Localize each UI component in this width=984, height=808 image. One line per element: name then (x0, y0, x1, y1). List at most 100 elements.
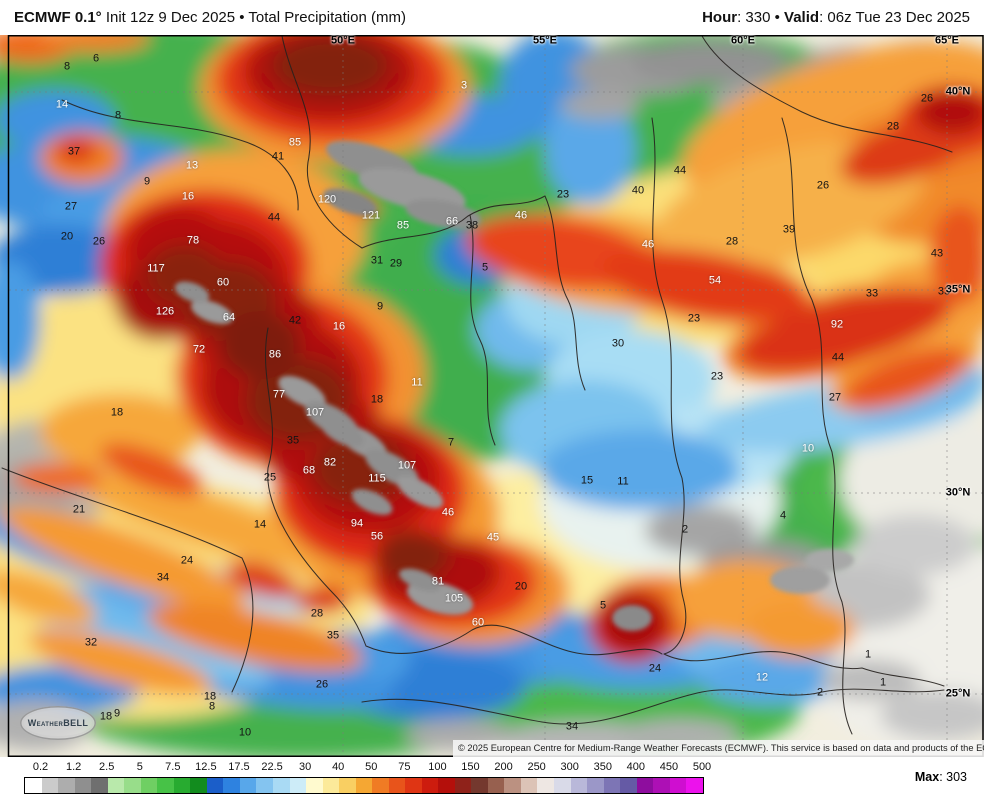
legend-tick: 100 (428, 761, 447, 773)
precip-value-label: 25 (263, 471, 277, 484)
max-label: Max (914, 770, 940, 784)
precip-value-label: 38 (465, 219, 479, 232)
legend-color-segment (289, 778, 307, 793)
precip-value-label: 60 (216, 276, 230, 289)
legend-color-segment (620, 778, 637, 793)
legend-color-segment (124, 778, 141, 793)
precip-value-label: 56 (370, 530, 384, 543)
legend-color-segment (239, 778, 257, 793)
precip-value-label: 85 (396, 219, 410, 232)
legend-color-segment (554, 778, 571, 793)
legend-color-segment (504, 778, 521, 793)
precip-value-label: 86 (268, 348, 282, 361)
precip-value-label: 72 (192, 343, 206, 356)
precip-value-label: 44 (673, 164, 687, 177)
legend-color-segment (438, 778, 455, 793)
legend-color-segment (603, 778, 621, 793)
map-label-layer: 8 6 14 8 37 9 13 16 27 20 26 85 41 120 121 85 66 38 46 23 3 4… (0, 35, 984, 757)
legend-color-segment (41, 778, 59, 793)
precip-value-label: 94 (350, 517, 364, 530)
precip-value-label: 41 (271, 150, 285, 163)
precip-value-label: 27 (64, 200, 78, 213)
valid-label: Valid (784, 9, 820, 26)
legend-tick: 200 (494, 761, 513, 773)
latitude-label: 30°N (945, 486, 971, 499)
boundary-line (361, 688, 945, 725)
precip-value-label: 23 (710, 370, 724, 383)
precip-value-label: 33 (937, 285, 951, 298)
legend-tick: 0.2 (32, 761, 49, 773)
precip-value-label: 30 (611, 337, 625, 350)
precip-value-label: 115 (368, 472, 386, 485)
legend-tick: 350 (593, 761, 612, 773)
precip-value-label: 33 (865, 287, 879, 300)
legend-color-segment (173, 778, 191, 793)
precip-value-label: 68 (302, 464, 316, 477)
legend-tick: 1.2 (65, 761, 82, 773)
title-bar: ECMWF 0.1° Init 12z 9 Dec 2025 • Total P… (0, 0, 984, 35)
precip-value-label: 4 (779, 509, 787, 522)
legend-color-segment (405, 778, 422, 793)
precip-value-label: 6 (92, 52, 100, 65)
precip-value-label: 14 (55, 98, 69, 111)
legend-color-segment (140, 778, 158, 793)
precip-value-label: 120 (317, 193, 337, 206)
precip-value-label: 2 (816, 686, 824, 699)
latitude-label: 25°N (945, 687, 971, 700)
legend-color-segment (91, 778, 108, 793)
precip-value-label: 37 (67, 145, 81, 158)
precip-value-label: 5 (481, 261, 489, 274)
precip-value-label: 82 (323, 456, 337, 469)
precip-value-label: 11 (617, 475, 629, 488)
precip-value-label: 10 (801, 442, 815, 455)
max-value-readout: Max: 303 (915, 770, 967, 784)
legend-tick: 22.5 (261, 761, 283, 773)
precip-value-label: 43 (930, 247, 944, 260)
legend-color-segment (206, 778, 224, 793)
legend-color-segment (587, 778, 604, 793)
precip-value-label: 107 (397, 459, 417, 472)
legend-tick: 450 (659, 761, 679, 773)
legend-tick: 150 (461, 761, 480, 773)
legend-color-segment (471, 778, 488, 793)
max-number: : 303 (939, 770, 967, 784)
precip-value-label: 46 (514, 209, 528, 222)
precip-value-label: 9 (143, 175, 151, 188)
precip-value-label: 1 (879, 676, 887, 689)
precip-value-label: 46 (641, 238, 655, 251)
legend-color-segment (25, 778, 42, 793)
precip-value-label: 60 (471, 616, 485, 629)
precip-value-label: 13 (185, 159, 199, 172)
precip-value-label: 34 (156, 571, 170, 584)
boundary-line (701, 35, 953, 153)
boundary-line (781, 117, 853, 735)
legend-color-segment (74, 778, 92, 793)
precipitation-map: 8 6 14 8 37 9 13 16 27 20 26 85 41 120 121 85 66 38 46 23 3 4… (0, 35, 984, 757)
valid-value: : 06z Tue 23 Dec 2025 (819, 9, 970, 26)
precip-value-label: 20 (514, 580, 528, 593)
precip-value-label: 92 (830, 318, 844, 331)
precip-value-label: 21 (72, 503, 86, 516)
legend-color-segment (322, 778, 340, 793)
boundary-line (61, 99, 299, 211)
legend-color-segment (306, 778, 323, 793)
precip-value-label: 39 (782, 223, 796, 236)
product-title: ECMWF 0.1° Init 12z 9 Dec 2025 • Total P… (14, 9, 406, 26)
latitude-label: 35°N (945, 283, 971, 296)
precip-value-label: 44 (267, 211, 281, 224)
precip-value-label: 7 (447, 436, 455, 449)
hour-value: : 330 • (737, 9, 785, 26)
legend-color-segment (107, 778, 125, 793)
precip-value-label: 8 (114, 109, 122, 122)
precip-value-label: 66 (445, 215, 459, 228)
precip-value-label: 64 (222, 311, 236, 324)
legend-color-segment (421, 778, 439, 793)
color-scale-legend: 0.2 1.2 2.5 5 7.5 12.5 17.5 22.5 30 40 50 75 100 150 2… (0, 757, 984, 808)
precip-value-label: 45 (486, 531, 500, 544)
precip-value-label: 28 (310, 607, 324, 620)
boundary-line (663, 651, 945, 687)
precip-value-label: 2 (681, 523, 689, 536)
precip-value-label: 18 (110, 406, 124, 419)
precip-value-label: 78 (186, 234, 200, 247)
precip-value-label: 26 (920, 92, 934, 105)
